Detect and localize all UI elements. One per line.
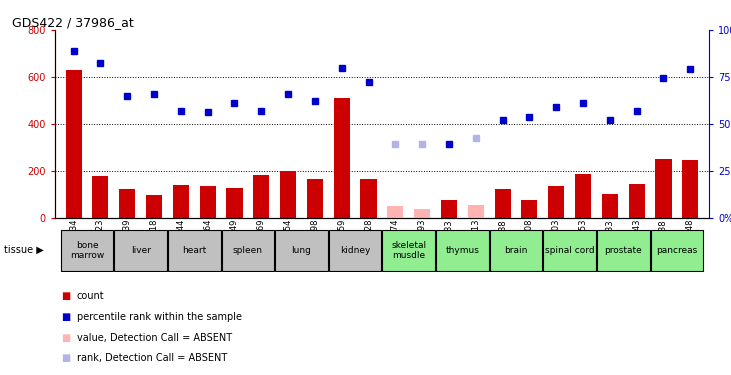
Bar <box>333 98 349 218</box>
Text: heart: heart <box>182 246 206 255</box>
Text: GDS422 / 37986_at: GDS422 / 37986_at <box>12 16 134 29</box>
Bar <box>146 195 162 217</box>
Text: tissue ▶: tissue ▶ <box>4 245 43 255</box>
FancyBboxPatch shape <box>382 230 435 271</box>
Bar <box>387 206 404 218</box>
Bar <box>548 186 564 218</box>
Bar <box>253 176 269 217</box>
Bar <box>92 177 108 218</box>
Bar <box>414 209 431 218</box>
Bar <box>360 179 376 218</box>
Text: liver: liver <box>131 246 151 255</box>
FancyBboxPatch shape <box>597 230 650 271</box>
Text: ■: ■ <box>61 291 70 301</box>
FancyBboxPatch shape <box>168 230 221 271</box>
Bar <box>629 183 645 218</box>
Text: ■: ■ <box>61 353 70 363</box>
Text: ■: ■ <box>61 333 70 342</box>
Bar <box>200 186 216 218</box>
Text: count: count <box>77 291 105 301</box>
Text: thymus: thymus <box>445 246 480 255</box>
Bar <box>575 174 591 217</box>
FancyBboxPatch shape <box>61 230 113 271</box>
Text: kidney: kidney <box>340 246 371 255</box>
Bar <box>656 159 672 218</box>
Bar <box>280 171 296 217</box>
Text: lung: lung <box>292 246 311 255</box>
FancyBboxPatch shape <box>329 230 382 271</box>
FancyBboxPatch shape <box>221 230 274 271</box>
Bar <box>66 70 82 217</box>
FancyBboxPatch shape <box>543 230 596 271</box>
Text: brain: brain <box>504 246 528 255</box>
Bar <box>495 189 511 217</box>
Bar <box>227 188 243 218</box>
Bar <box>307 179 323 218</box>
Text: bone
marrow: bone marrow <box>70 241 104 260</box>
Bar <box>441 200 457 217</box>
FancyBboxPatch shape <box>436 230 488 271</box>
Bar <box>602 194 618 217</box>
Bar <box>173 185 189 218</box>
Bar <box>119 189 135 217</box>
Text: percentile rank within the sample: percentile rank within the sample <box>77 312 242 322</box>
Bar <box>521 200 537 217</box>
Text: skeletal
musdle: skeletal musdle <box>391 241 426 260</box>
FancyBboxPatch shape <box>490 230 542 271</box>
Text: spleen: spleen <box>233 246 263 255</box>
Text: ■: ■ <box>61 312 70 322</box>
FancyBboxPatch shape <box>276 230 327 271</box>
Text: pancreas: pancreas <box>656 246 697 255</box>
Text: rank, Detection Call = ABSENT: rank, Detection Call = ABSENT <box>77 353 227 363</box>
Text: prostate: prostate <box>605 246 642 255</box>
Bar <box>682 160 698 218</box>
Text: value, Detection Call = ABSENT: value, Detection Call = ABSENT <box>77 333 232 342</box>
Bar <box>468 205 484 218</box>
Text: spinal cord: spinal cord <box>545 246 594 255</box>
FancyBboxPatch shape <box>114 230 167 271</box>
FancyBboxPatch shape <box>651 230 703 271</box>
